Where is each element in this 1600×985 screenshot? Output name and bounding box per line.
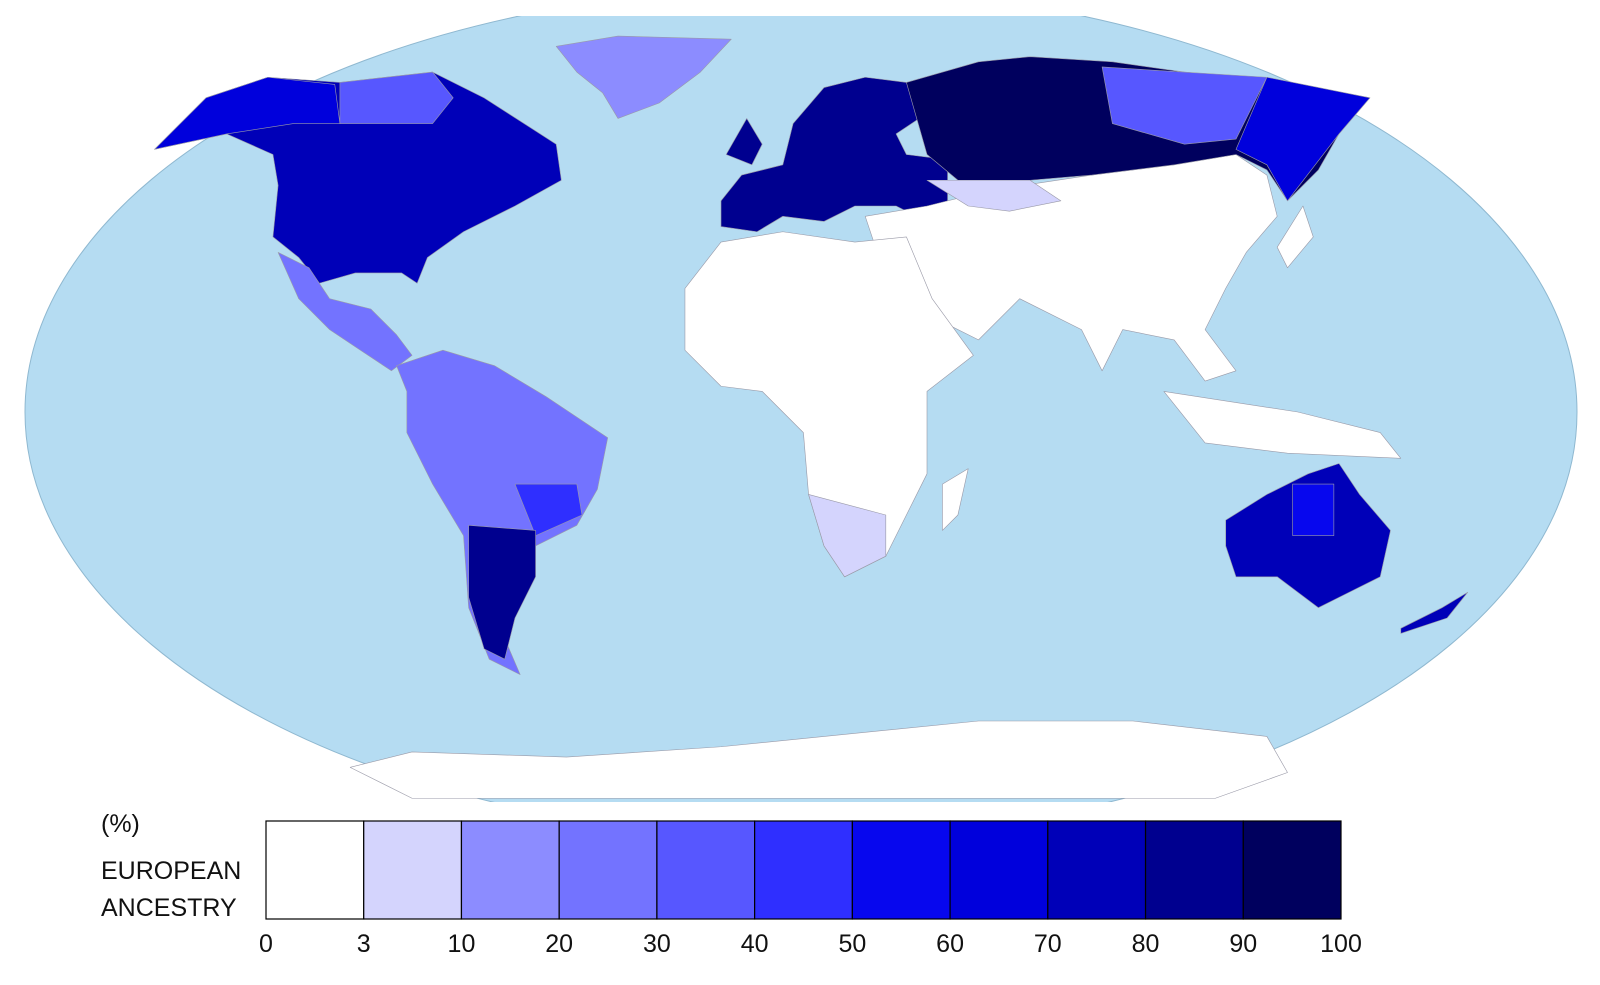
legend-tick-label: 20 xyxy=(545,930,573,958)
southeast-brazil xyxy=(514,483,583,536)
southern-cone xyxy=(468,524,536,660)
legend-swatch xyxy=(558,820,658,920)
africa xyxy=(684,231,974,578)
legend-swatch xyxy=(460,820,560,920)
legend-title: ANCESTRY xyxy=(101,894,237,922)
europe xyxy=(720,76,948,233)
land-group xyxy=(154,35,1469,799)
central-america xyxy=(277,252,413,372)
legend-tick-label: 80 xyxy=(1132,930,1160,958)
legend-swatch xyxy=(1047,820,1147,920)
legend-swatch xyxy=(265,820,365,920)
legend-tick-label: 50 xyxy=(838,930,866,958)
antarctica xyxy=(349,720,1288,799)
legend-tick-label: 30 xyxy=(643,930,671,958)
new-zealand xyxy=(1400,591,1469,634)
britain xyxy=(725,118,763,166)
legend-tick-label: 70 xyxy=(1034,930,1062,958)
legend-swatch xyxy=(754,820,853,920)
japan xyxy=(1276,205,1314,269)
legend: 0 3 10 20 30 40 50 60 70 80 90 100 xyxy=(259,820,1362,958)
map xyxy=(24,16,1578,802)
southeast-asia-islands xyxy=(1163,391,1402,459)
northern-canada xyxy=(339,71,454,124)
legend-tick-label: 60 xyxy=(936,930,964,958)
legend-unit: (%) xyxy=(101,810,140,838)
legend-swatch xyxy=(656,820,756,920)
legend-tick-label: 40 xyxy=(741,930,769,958)
legend-tick-label: 0 xyxy=(259,930,273,958)
legend-swatch xyxy=(949,820,1049,920)
legend-tick-label: 100 xyxy=(1320,930,1362,958)
russian-far-east xyxy=(1235,76,1371,202)
kazakhstan xyxy=(926,179,1062,212)
legend-swatch xyxy=(851,820,951,920)
legend-tick-label: 10 xyxy=(448,930,476,958)
legend-swatch xyxy=(1144,820,1244,920)
greenland xyxy=(555,35,732,119)
alaska xyxy=(154,76,341,150)
southern-africa xyxy=(808,494,887,578)
legend-tick-label: 90 xyxy=(1229,930,1257,958)
siberia xyxy=(1101,66,1268,145)
legend-tick-label: 3 xyxy=(357,930,371,958)
legend-swatch xyxy=(1242,820,1342,920)
legend-title: EUROPEAN xyxy=(101,857,241,885)
central-australia xyxy=(1292,483,1335,536)
madagascar xyxy=(942,468,969,531)
legend-swatch xyxy=(363,820,463,920)
